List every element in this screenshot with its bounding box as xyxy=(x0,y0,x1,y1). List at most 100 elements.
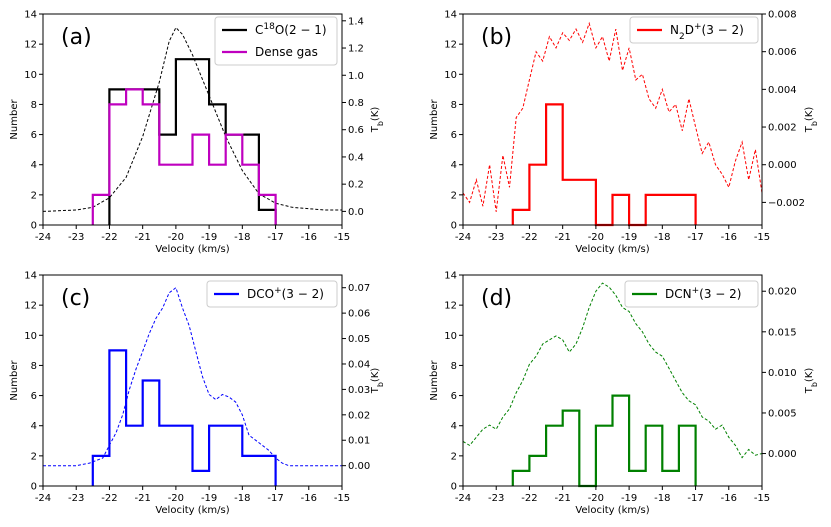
y2-tick-label: 1.0 xyxy=(348,71,364,82)
y2-tick-label: 0.02 xyxy=(348,410,370,421)
y2-axis-label: Tb(K) xyxy=(370,107,385,134)
y2-tick-label: 0.000 xyxy=(768,160,797,171)
y-tick-label: 10 xyxy=(444,331,457,342)
y-axis-label: Number xyxy=(9,99,20,140)
x-tick-label: -16 xyxy=(301,232,317,243)
y-tick-label: 6 xyxy=(31,391,37,402)
x-tick-label: -19 xyxy=(201,493,217,504)
panel-tag: (a) xyxy=(61,25,92,50)
y2-tick-label: 0.008 xyxy=(768,10,797,21)
legend-label: N2D+(3 − 2) xyxy=(670,22,744,42)
y-tick-label: 14 xyxy=(24,10,37,21)
legend-text-part: (3 − 2) xyxy=(282,287,324,301)
y2-tick-label: 0.015 xyxy=(768,327,797,338)
legend-superscript: + xyxy=(694,22,702,32)
y2-tick-label: 0.04 xyxy=(348,359,370,370)
y2-axis-label: Tb(K) xyxy=(804,107,819,134)
y2-tick-label: 0.05 xyxy=(348,334,370,345)
panel-tag: (c) xyxy=(61,286,90,311)
x-tick-label: -16 xyxy=(301,493,317,504)
y-tick-label: 10 xyxy=(24,70,37,81)
legend-box xyxy=(206,280,338,308)
legend-label: DCN+(3 − 2) xyxy=(665,286,741,301)
y2-tick-label: 0.8 xyxy=(348,98,364,109)
x-tick-label: -23 xyxy=(68,232,84,243)
x-tick-label: -24 xyxy=(35,232,51,243)
legend-superscript: + xyxy=(274,286,282,296)
y-tick-label: 4 xyxy=(451,160,457,171)
y2-tick-label: 0.005 xyxy=(768,408,797,419)
y-axis-label: Number xyxy=(429,99,440,140)
y-tick-label: 6 xyxy=(31,130,37,141)
y-tick-label: 10 xyxy=(444,70,457,81)
y-tick-label: 0 xyxy=(451,482,457,493)
y2-tick-label: 0.01 xyxy=(348,436,370,447)
y2-tick-label: 1.2 xyxy=(348,44,364,55)
y-tick-label: 2 xyxy=(451,190,457,201)
x-tick-label: -20 xyxy=(168,232,184,243)
y2-tick-label: 1.4 xyxy=(348,16,364,27)
legend-box xyxy=(624,280,759,308)
x-tick-label: -18 xyxy=(654,232,670,243)
y-tick-label: 2 xyxy=(31,190,37,201)
x-tick-label: -18 xyxy=(654,493,670,504)
chart-panel-c: -24 -23 -22 -21 -20 -19 -18 -17 -16 -15 0 2 4 6 8 10 12 1… xyxy=(9,271,385,517)
legend-text-part: O(2 − 1) xyxy=(275,23,327,37)
x-tick-label: -15 xyxy=(754,493,770,504)
y2-label-subscript: b xyxy=(376,121,385,126)
x-tick-label: -16 xyxy=(721,232,737,243)
y2-tick-label: −0.002 xyxy=(768,198,805,209)
y-tick-label: 8 xyxy=(31,100,37,111)
y2-tick-label: 0.6 xyxy=(348,125,364,136)
legend-superscript: + xyxy=(692,286,700,296)
x-tick-label: -18 xyxy=(234,493,250,504)
chart-panel-d: -24 -23 -22 -21 -20 -19 -18 -17 -16 -15 0 2 4 6 8 10 12 1… xyxy=(429,271,819,517)
x-tick-label: -24 xyxy=(455,232,471,243)
y2-tick-label: 0.020 xyxy=(768,287,797,298)
y-tick-label: 12 xyxy=(444,301,457,312)
x-tick-label: -19 xyxy=(201,232,217,243)
y2-tick-label: 0.2 xyxy=(348,180,364,191)
x-tick-label: -22 xyxy=(521,232,537,243)
x-tick-label: -15 xyxy=(754,232,770,243)
histogram-series-0 xyxy=(511,394,697,488)
x-tick-label: -21 xyxy=(554,232,570,243)
x-tick-label: -23 xyxy=(488,493,504,504)
legend-label: Dense gas xyxy=(255,45,318,59)
spectrum-line xyxy=(462,21,763,212)
y-tick-label: 4 xyxy=(451,421,457,432)
panel-tag: (d) xyxy=(481,286,512,311)
y2-tick-label: 0.4 xyxy=(348,152,364,163)
y-tick-label: 0 xyxy=(31,221,37,232)
y-tick-label: 4 xyxy=(31,421,37,432)
x-axis-label: Velocity (km/s) xyxy=(575,505,649,516)
y2-axis-label: Tb(K) xyxy=(370,368,385,395)
histogram-series-0 xyxy=(511,103,697,227)
y-tick-label: 10 xyxy=(24,331,37,342)
x-tick-label: -21 xyxy=(554,493,570,504)
x-tick-label: -23 xyxy=(488,232,504,243)
y-axis-label: Number xyxy=(9,360,20,401)
y2-tick-label: 0.010 xyxy=(768,368,797,379)
y2-tick-label: 0.002 xyxy=(768,123,797,134)
spectrum-line xyxy=(462,282,763,459)
chart-panel-b: -24 -23 -22 -21 -20 -19 -18 -17 -16 -15 0 2 4 6 8 10 12 1… xyxy=(429,10,819,256)
y-tick-label: 12 xyxy=(24,301,37,312)
y-tick-label: 0 xyxy=(31,482,37,493)
plot-frame xyxy=(42,13,343,226)
y-tick-label: 0 xyxy=(451,221,457,232)
y-tick-label: 8 xyxy=(451,100,457,111)
x-tick-label: -17 xyxy=(687,232,703,243)
y2-tick-label: 0.03 xyxy=(348,385,370,396)
panel-tag: (b) xyxy=(481,25,512,50)
y-tick-label: 14 xyxy=(444,271,457,282)
legend-box xyxy=(629,16,759,44)
x-tick-label: -17 xyxy=(687,493,703,504)
y-tick-label: 14 xyxy=(444,10,457,21)
y-tick-label: 12 xyxy=(444,40,457,51)
chart-panel-a: -24 -23 -22 -21 -20 -19 -18 -17 -16 -15 0 2 4 6 8 10 12 1… xyxy=(9,10,385,256)
y-tick-label: 8 xyxy=(31,361,37,372)
legend-text-part: (3 − 2) xyxy=(702,23,744,37)
x-axis-label: Velocity (km/s) xyxy=(575,244,649,255)
